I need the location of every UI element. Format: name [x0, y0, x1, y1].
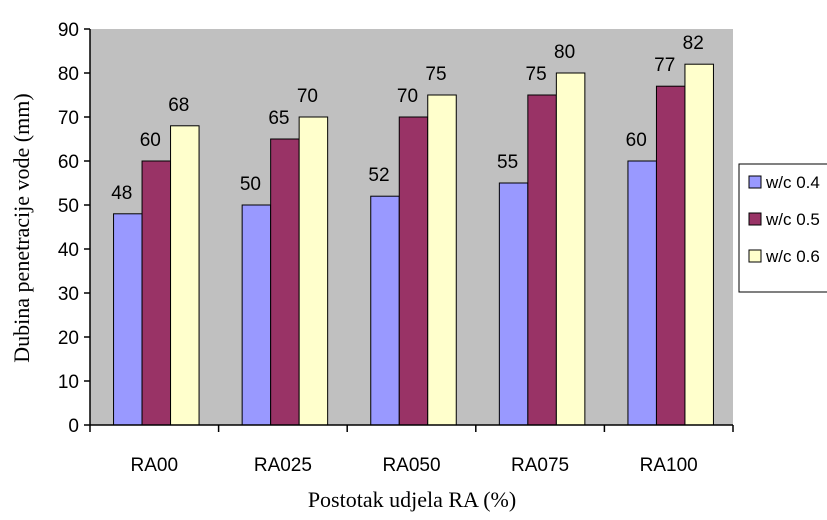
data-labels: 48 60 68 50 65 70 52 70 75 55 75 80 60 77 82 [111, 33, 704, 204]
bar-2-ra025 [270, 138, 300, 426]
bar-1-ra025 [241, 204, 272, 426]
data-label: 50 [240, 174, 261, 195]
bar-3-ra050 [427, 94, 457, 426]
y-tick-label: 60 [58, 152, 79, 173]
y-tick-label: 90 [58, 20, 79, 41]
y-axis-ticks: 0 10 20 30 40 50 60 70 80 90 [58, 20, 90, 437]
data-label: 82 [683, 33, 704, 54]
data-label: 48 [111, 183, 132, 204]
y-tick-label: 20 [58, 328, 79, 349]
y-tick-label: 50 [58, 196, 79, 217]
bar-3-ra025 [298, 116, 329, 426]
bar-2-ra075 [527, 94, 557, 426]
y-tick-label: 0 [68, 416, 79, 437]
data-label: 70 [397, 86, 418, 107]
data-label: 68 [168, 95, 189, 116]
legend-label: w/c 0.4 [765, 173, 820, 192]
data-label: 75 [425, 64, 446, 85]
legend-swatch [748, 175, 762, 189]
data-label: 55 [497, 152, 518, 173]
x-tick-label: RA100 [640, 455, 698, 476]
bar-1-ra00 [113, 213, 143, 426]
legend-label: w/c 0.6 [765, 247, 820, 266]
bar-1-ra100 [627, 160, 657, 426]
x-axis-ticks: RA00 RA025 RA050 RA075 RA100 [89, 425, 734, 476]
legend-swatch [748, 249, 762, 263]
y-axis-title: Dubina penetracije vode (mm) [9, 93, 34, 362]
bar-2-ra050 [398, 116, 429, 426]
bar-3-ra00 [170, 125, 200, 426]
y-tick-label: 70 [58, 108, 79, 129]
bars [113, 63, 714, 426]
data-label: 75 [526, 64, 547, 85]
bar-2-ra00 [141, 160, 172, 426]
bar-1-ra050 [370, 195, 400, 426]
bar-1-ra075 [498, 182, 529, 426]
data-label: 52 [368, 165, 389, 186]
bar-3-ra100 [684, 63, 714, 426]
y-tick-label: 80 [58, 64, 79, 85]
y-tick-label: 40 [58, 240, 79, 261]
x-tick-label: RA025 [254, 455, 312, 476]
data-label: 80 [554, 42, 575, 63]
bar-3-ra075 [555, 72, 586, 426]
bar-2-ra100 [655, 85, 686, 426]
data-label: 65 [268, 108, 289, 129]
x-axis-title: Postotak udjela RA (%) [308, 487, 516, 512]
data-label: 70 [297, 86, 318, 107]
x-tick-label: RA050 [382, 455, 440, 476]
data-label: 60 [140, 130, 161, 151]
y-tick-label: 10 [58, 372, 79, 393]
data-label: 60 [626, 130, 647, 151]
x-tick-label: RA00 [131, 455, 179, 476]
legend-label: w/c 0.5 [765, 210, 820, 229]
x-tick-label: RA075 [511, 455, 569, 476]
legend-swatch [748, 212, 762, 226]
data-label: 77 [654, 55, 675, 76]
y-tick-label: 30 [58, 284, 79, 305]
legend: w/c 0.4 w/c 0.5 w/c 0.6 [738, 163, 827, 293]
